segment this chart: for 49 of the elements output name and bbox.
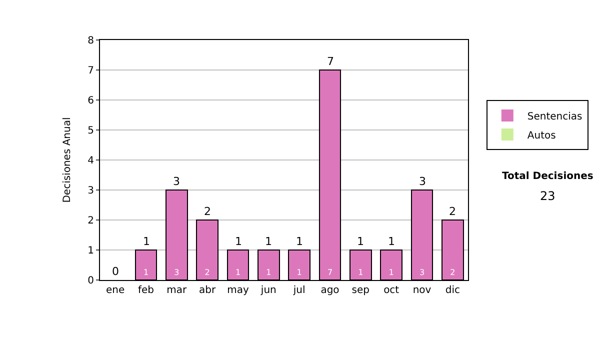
total-label: 1 <box>265 235 272 248</box>
y-tick-label: 6 <box>88 96 94 106</box>
y-tick-label: 8 <box>88 36 94 46</box>
total-label: 1 <box>296 235 303 248</box>
y-axis-title: Decisiones Anual <box>62 117 73 203</box>
y-tick-label: 4 <box>88 156 94 166</box>
x-tick-label: sep <box>352 285 370 296</box>
data-label: 2 <box>450 268 456 277</box>
data-label: 2 <box>204 268 210 277</box>
text: Total Decisiones <box>502 171 594 182</box>
total-label: 0 <box>112 265 119 278</box>
y-tick-label: 7 <box>88 66 94 76</box>
y-tick-label: 1 <box>88 246 94 256</box>
total-label: 2 <box>449 205 456 218</box>
data-label: 1 <box>266 268 272 277</box>
data-label: 1 <box>296 268 302 277</box>
x-tick-label: dic <box>445 285 460 296</box>
y-tick-label: 3 <box>88 186 94 196</box>
total-label: 1 <box>235 235 242 248</box>
data-label: 3 <box>174 268 180 277</box>
data-label: 7 <box>327 268 333 277</box>
x-tick-label: abr <box>199 285 217 296</box>
total-label: 1 <box>143 235 150 248</box>
total-label: 3 <box>173 175 180 188</box>
x-tick-label: feb <box>138 285 154 296</box>
total-label: 2 <box>204 205 211 218</box>
total-label: 3 <box>419 175 426 188</box>
text: 23 <box>540 189 556 203</box>
x-tick-label: oct <box>384 285 400 296</box>
x-tick-label: nov <box>412 285 432 296</box>
data-label: 1 <box>235 268 241 277</box>
x-tick-label: mar <box>166 285 188 296</box>
x-tick-label: ago <box>320 285 340 296</box>
x-tick-label: may <box>227 285 249 296</box>
legend-label: Sentencias <box>527 111 582 122</box>
total-label: 7 <box>327 55 334 68</box>
y-tick-label: 5 <box>88 126 94 136</box>
data-label: 1 <box>358 268 364 277</box>
y-tick-label: 0 <box>88 276 94 286</box>
data-label: 3 <box>419 268 425 277</box>
y-tick-label: 2 <box>88 216 94 226</box>
x-tick-label: ene <box>106 285 125 296</box>
data-label: 1 <box>388 268 394 277</box>
x-tick-label: jun <box>260 285 276 296</box>
legend-label: Autos <box>527 130 556 142</box>
x-tick-label: jul <box>292 285 306 296</box>
total-label: 1 <box>388 235 395 248</box>
total-label: 1 <box>357 235 364 248</box>
data-label: 1 <box>143 268 149 277</box>
